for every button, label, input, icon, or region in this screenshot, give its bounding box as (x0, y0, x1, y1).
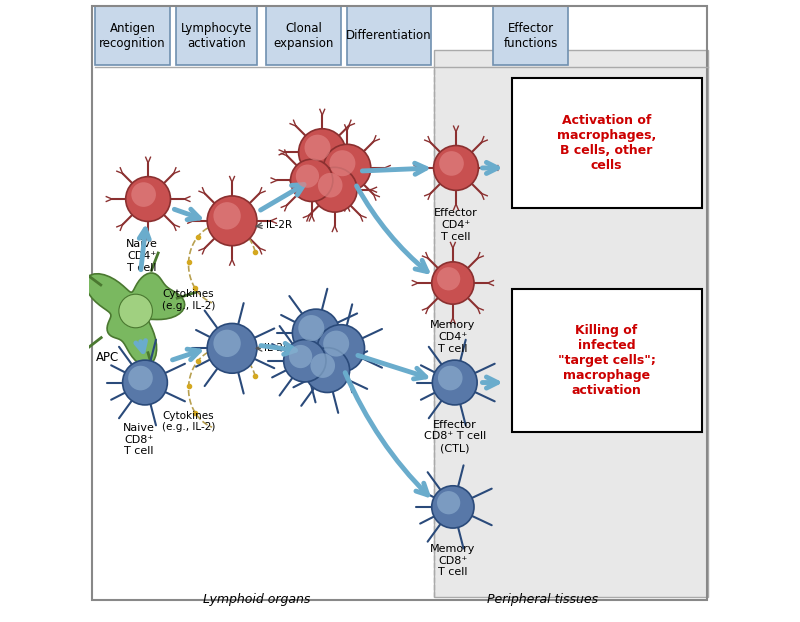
Circle shape (434, 146, 478, 190)
FancyBboxPatch shape (512, 289, 702, 432)
Text: Antigen
recognition: Antigen recognition (99, 22, 166, 50)
Circle shape (296, 165, 319, 188)
FancyBboxPatch shape (494, 6, 568, 65)
Text: Lymphocyte
activation: Lymphocyte activation (181, 22, 252, 50)
Circle shape (214, 202, 241, 230)
Circle shape (207, 323, 257, 373)
Circle shape (128, 366, 153, 391)
Circle shape (305, 134, 330, 160)
Text: Memory
CD4⁺
T cell: Memory CD4⁺ T cell (430, 320, 475, 353)
Circle shape (289, 345, 312, 368)
Circle shape (312, 167, 357, 212)
Text: Lymphoid organs: Lymphoid organs (203, 593, 310, 606)
Text: Activation of
macrophages,
B cells, other
cells: Activation of macrophages, B cells, othe… (557, 114, 656, 172)
Text: Clonal
expansion: Clonal expansion (274, 22, 334, 50)
Circle shape (298, 129, 346, 176)
Circle shape (330, 150, 355, 176)
Text: Cytokines
(e.g., IL-2): Cytokines (e.g., IL-2) (162, 411, 215, 432)
FancyBboxPatch shape (434, 50, 708, 597)
Text: IL-2R: IL-2R (265, 343, 290, 353)
Circle shape (119, 294, 153, 328)
Circle shape (437, 267, 460, 290)
Text: Killing of
infected
"target cells";
macrophage
activation: Killing of infected "target cells"; macr… (558, 324, 655, 397)
Circle shape (432, 486, 474, 528)
FancyBboxPatch shape (512, 78, 702, 208)
Circle shape (292, 309, 340, 356)
Text: Peripheral tissues: Peripheral tissues (487, 593, 598, 606)
Polygon shape (86, 273, 185, 365)
Circle shape (432, 360, 477, 405)
Text: Naive
CD8⁺
T cell: Naive CD8⁺ T cell (123, 423, 154, 456)
FancyBboxPatch shape (347, 6, 431, 65)
Text: Effector
functions: Effector functions (503, 22, 558, 50)
Circle shape (214, 330, 241, 357)
Circle shape (298, 315, 324, 341)
Circle shape (305, 348, 350, 392)
Text: Differentiation: Differentiation (346, 29, 432, 42)
Text: Effector
CD8⁺ T cell
(CTL): Effector CD8⁺ T cell (CTL) (424, 420, 486, 453)
Text: APC: APC (96, 351, 119, 364)
Circle shape (131, 182, 156, 207)
Circle shape (284, 340, 326, 382)
Circle shape (310, 353, 335, 378)
Circle shape (126, 177, 170, 221)
Text: Memory
CD8⁺
T cell: Memory CD8⁺ T cell (430, 544, 475, 577)
Circle shape (207, 196, 257, 246)
Circle shape (323, 331, 349, 356)
Text: Effector
CD4⁺
T cell: Effector CD4⁺ T cell (434, 208, 478, 241)
Circle shape (432, 262, 474, 304)
Circle shape (323, 144, 370, 192)
FancyBboxPatch shape (266, 6, 341, 65)
Circle shape (318, 325, 365, 372)
Circle shape (438, 366, 462, 391)
Text: Naive
CD4⁺
T cell: Naive CD4⁺ T cell (126, 239, 158, 272)
Circle shape (437, 491, 460, 514)
Text: IL-2R: IL-2R (266, 220, 292, 230)
Circle shape (439, 151, 464, 176)
Circle shape (122, 360, 167, 405)
Circle shape (290, 159, 333, 202)
Circle shape (318, 173, 342, 198)
FancyBboxPatch shape (176, 6, 257, 65)
Text: Cytokines
(e.g., IL-2): Cytokines (e.g., IL-2) (162, 289, 215, 311)
FancyBboxPatch shape (95, 6, 170, 65)
